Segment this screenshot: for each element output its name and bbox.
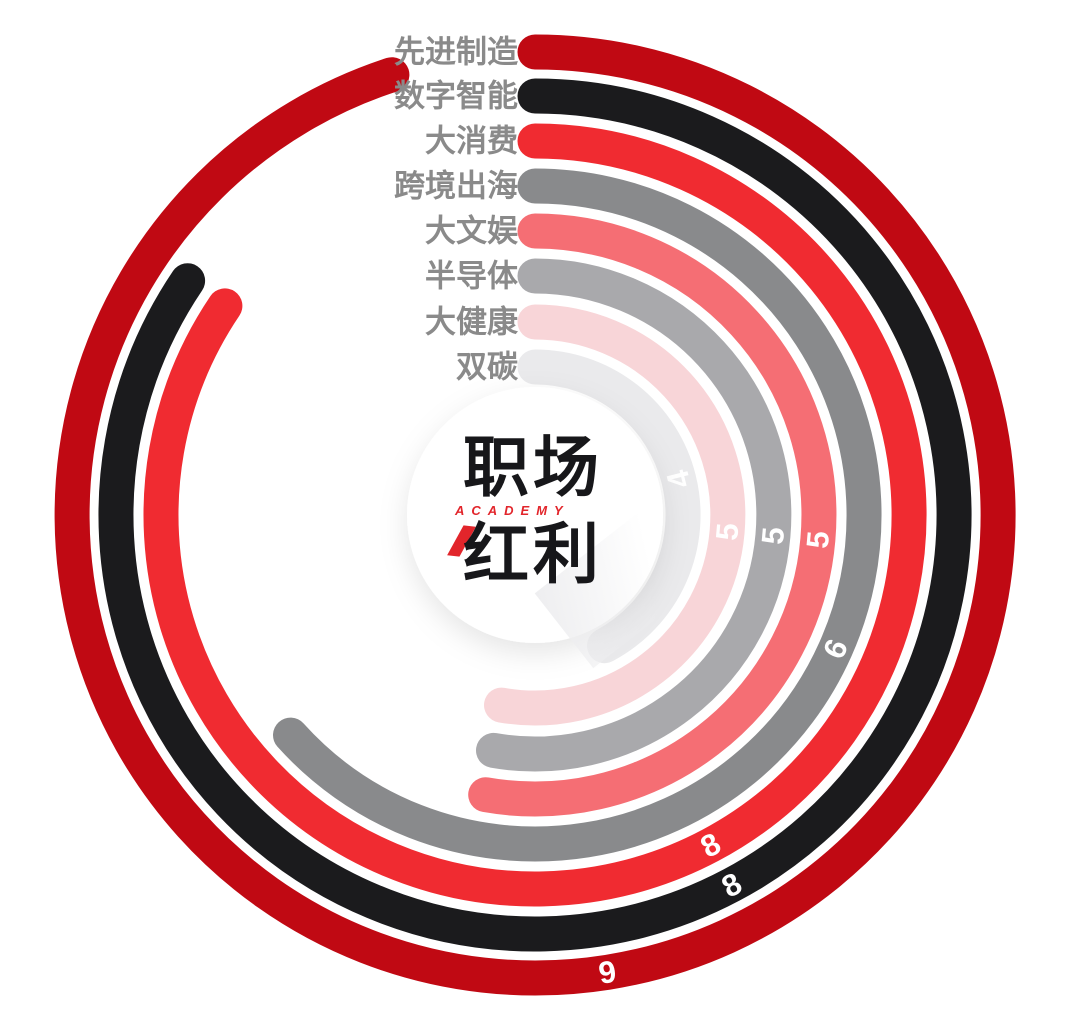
category-label-2: 数字智能	[394, 79, 518, 114]
chart-arc-2	[98, 78, 972, 952]
chart-arc-1	[54, 34, 1016, 996]
value-label-6: 5	[755, 526, 791, 546]
logo-text-line2: 红利	[463, 517, 603, 592]
chart-arc-5	[468, 213, 837, 817]
chart-arc-4	[273, 168, 882, 862]
center-logo: 职场 ACADEMY 红利	[447, 430, 720, 669]
chart-arc-7	[484, 304, 746, 726]
chart-rings	[54, 34, 1016, 996]
category-label-7: 大健康	[425, 305, 519, 340]
category-label-6: 半导体	[425, 259, 518, 294]
category-label-5: 大文娱	[425, 214, 519, 249]
category-label-8: 双碳	[456, 350, 519, 385]
chart-arc-6	[476, 258, 792, 772]
category-label-4: 跨境出海	[394, 169, 518, 204]
value-label-5: 5	[800, 530, 836, 550]
category-label-1: 先进制造	[394, 35, 518, 70]
chart-arc-3	[143, 123, 927, 907]
category-label-3: 大消费	[425, 124, 518, 159]
value-label-7: 5	[709, 522, 745, 542]
value-label-1: 9	[596, 954, 619, 991]
logo-line2-wrap: 红利	[447, 517, 619, 592]
logo-text-line1: 职场	[463, 430, 603, 504]
logo-text-academy: ACADEMY	[455, 503, 570, 519]
